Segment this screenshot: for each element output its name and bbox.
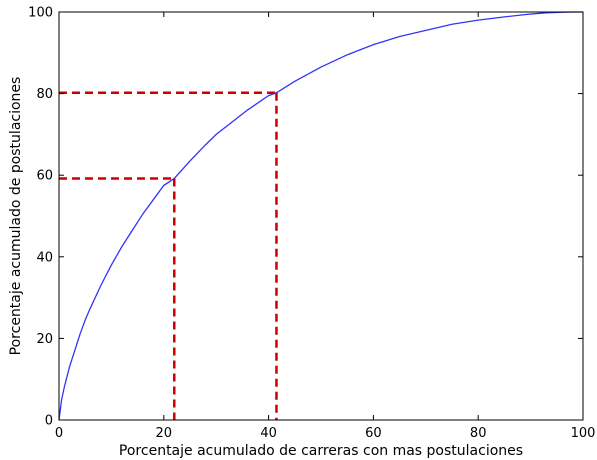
y-tick-label: 20 [36, 332, 53, 347]
x-tick-label: 20 [156, 426, 173, 441]
axes: 0 20 40 60 80 100 0 20 40 60 80 100 [28, 6, 595, 442]
series-line-0 [58, 11, 583, 421]
x-tick-label: 40 [260, 426, 277, 441]
y-axis-label: Porcentaje acumulado de postulaciones [8, 77, 24, 356]
plot-frame [58, 11, 584, 421]
y-tick-label: 60 [36, 169, 53, 184]
plot-area [58, 11, 583, 421]
y-tick-label: 40 [36, 250, 53, 265]
x-tick-label: 60 [365, 426, 382, 441]
y-tick-label: 100 [28, 6, 53, 21]
x-tick-label: 100 [571, 426, 596, 441]
x-tick-label: 80 [470, 426, 487, 441]
y-tick-label: 80 [36, 87, 53, 102]
x-tick-label: 0 [55, 426, 63, 441]
x-axis-label: Porcentaje acumulado de carreras con mas… [119, 443, 523, 459]
y-tick-label: 0 [45, 414, 53, 429]
